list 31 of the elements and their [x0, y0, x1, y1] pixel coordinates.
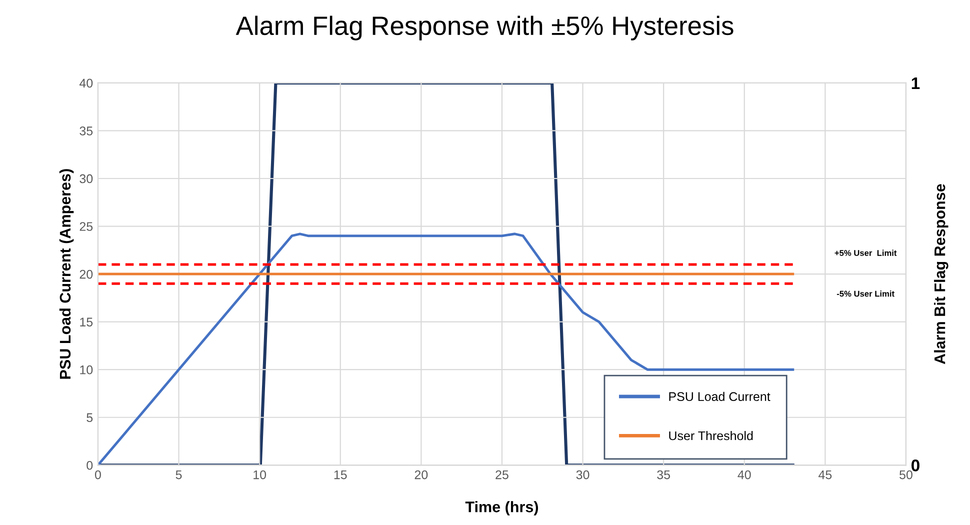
- x-tick-label: 40: [738, 470, 751, 480]
- x-tick-label: 45: [818, 470, 832, 480]
- x-tick-label: 10: [254, 470, 266, 480]
- legend-label: PSU Load Current: [669, 392, 770, 402]
- y-tick-label: 5: [86, 413, 93, 422]
- x-tick-label: 0: [94, 470, 101, 480]
- x-tick-label: 35: [657, 470, 670, 480]
- y2-tick-label: 0: [912, 460, 920, 472]
- y2-tick-label: 1: [912, 78, 920, 89]
- y-tick-label: 10: [80, 365, 93, 374]
- legend-label: User Threshold: [669, 431, 753, 440]
- y-tick-label: 30: [80, 174, 93, 184]
- y-tick-label: 40: [79, 78, 93, 88]
- x-tick-label: 15: [334, 470, 347, 480]
- x-tick-label: 50: [900, 470, 912, 480]
- x-tick-label: 25: [496, 470, 508, 480]
- x-tick-label: 20: [414, 470, 428, 480]
- annotation: +5% User Limit: [834, 250, 897, 256]
- y-tick-label: 15: [80, 318, 93, 326]
- y2-axis-title: Alarm Bit Flag Response: [934, 184, 948, 364]
- annotation: -5% User Limit: [836, 290, 894, 297]
- y-axis-title: PSU Load Current (Amperes): [59, 169, 74, 379]
- y-tick-label: 25: [80, 222, 93, 231]
- x-tick-label: 30: [576, 470, 590, 480]
- x-tick-label: 5: [176, 470, 182, 480]
- y-tick-label: 35: [80, 126, 93, 136]
- y-tick-label: 0: [86, 460, 93, 470]
- chart-title: Alarm Flag Response with ±5% Hysteresis: [236, 16, 734, 40]
- x-axis-title: Time (hrs): [465, 501, 538, 516]
- y-tick-label: 20: [80, 270, 93, 279]
- line-series: [98, 232, 794, 466]
